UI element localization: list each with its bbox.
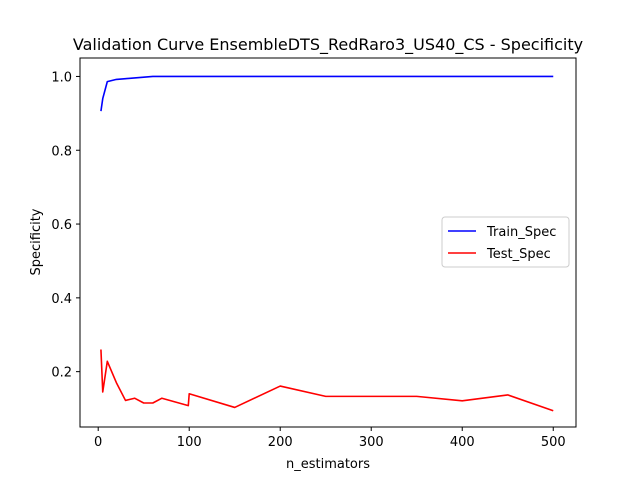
y-tick-label: 0.4 (51, 292, 72, 307)
x-tick-label: 400 (450, 435, 475, 450)
axes-frame (79, 57, 577, 428)
y-tick-label: 0.8 (51, 144, 72, 159)
x-tick-label: 200 (268, 435, 293, 450)
y-tick-label: 0.6 (51, 218, 72, 233)
legend-label: Test_Spec (486, 247, 551, 262)
y-axis: 0.2 0.4 0.6 0.8 1.0 (51, 70, 80, 381)
plot-area (100, 75, 554, 412)
y-tick-label: 1.0 (51, 70, 72, 85)
legend-label: Train_Spec (486, 225, 556, 240)
legend: Train_Spec Test_Spec (441, 216, 570, 268)
series-line-train-spec (100, 75, 554, 112)
x-tick-label: 500 (541, 435, 566, 450)
x-tick-label: 0 (94, 435, 102, 450)
series-line-test-spec (100, 349, 554, 412)
legend-box (441, 216, 570, 268)
x-axis-title: n_estimators (286, 457, 370, 472)
x-tick-label: 300 (359, 435, 384, 450)
y-axis-title: Specificity (29, 208, 44, 275)
x-tick-label: 100 (177, 435, 202, 450)
y-tick-label: 0.2 (51, 366, 72, 381)
chart-title: Validation Curve EnsembleDTS_RedRaro3_US… (73, 35, 583, 55)
x-axis: 0 100 200 300 400 500 (94, 427, 566, 450)
